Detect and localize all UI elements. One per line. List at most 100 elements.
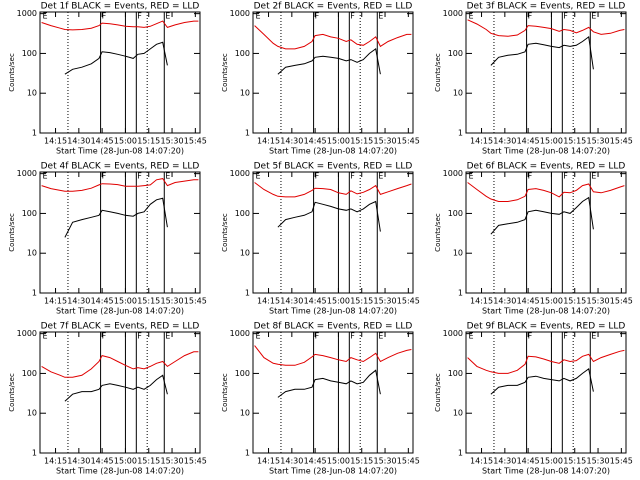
y-tick-label: 1000 xyxy=(230,329,250,338)
flag-label: F xyxy=(563,332,568,341)
x-tick-label: 14:15 xyxy=(44,297,67,306)
series-line xyxy=(254,182,412,198)
x-tick-label: 15:30 xyxy=(161,137,184,146)
flag-label: E xyxy=(256,172,261,181)
y-tick-label: 10 xyxy=(453,89,463,98)
x-tick-label: 15:30 xyxy=(374,457,397,466)
x-tick-label: 14:45 xyxy=(91,457,114,466)
chart-title: Det 6f BLACK = Events, RED = LLD xyxy=(467,162,626,172)
y-tick-label: 1 xyxy=(245,289,250,298)
plot-frame xyxy=(252,11,414,134)
y-tick-label: 100 xyxy=(235,209,250,218)
flag-label: E xyxy=(378,332,383,341)
chart-title: Det 1f BLACK = Events, RED = LLD xyxy=(41,2,200,12)
plot-frame xyxy=(465,11,627,134)
x-tick-label: 14:15 xyxy=(470,297,493,306)
flag-label: F xyxy=(137,332,142,341)
series-line xyxy=(277,48,381,75)
series-line xyxy=(254,25,412,50)
x-axis-label: Start Time (28-Jun-08 14:07:20) xyxy=(482,307,610,316)
x-tick-label: 14:30 xyxy=(280,457,303,466)
x-tick-label: 14:15 xyxy=(44,457,67,466)
y-axis-label: Counts/sec xyxy=(8,213,16,252)
x-tick-label: 15:45 xyxy=(397,297,420,306)
x-tick-label: 14:45 xyxy=(517,297,540,306)
y-tick-label: 1000 xyxy=(443,169,463,178)
x-tick-label: 14:30 xyxy=(493,297,516,306)
series-line xyxy=(64,374,168,402)
flag-label: F xyxy=(528,332,533,341)
x-tick-label: 14:15 xyxy=(257,297,280,306)
y-axis-label: Counts/sec xyxy=(221,53,229,92)
y-axis-label: Counts/sec xyxy=(434,53,442,92)
x-tick-label: 14:30 xyxy=(67,297,90,306)
x-tick-label: 15:00 xyxy=(327,137,350,146)
flag-label: E xyxy=(256,332,261,341)
x-tick-label: 15:00 xyxy=(114,297,137,306)
y-tick-label: 10 xyxy=(27,409,37,418)
y-tick-label: 1000 xyxy=(17,169,37,178)
x-tick-label: 15:45 xyxy=(610,457,633,466)
y-tick-label: 100 xyxy=(22,209,37,218)
y-tick-label: 1000 xyxy=(17,329,37,338)
flag-label: F xyxy=(315,172,320,181)
x-tick-label: 14:30 xyxy=(493,137,516,146)
x-tick-label: 15:45 xyxy=(184,297,207,306)
chart-title: Det 4f BLACK = Events, RED = LLD xyxy=(41,162,200,172)
x-tick-label: 15:00 xyxy=(327,457,350,466)
x-tick-label: 15:15 xyxy=(137,297,160,306)
flag-label: F xyxy=(350,12,355,21)
y-tick-label: 1 xyxy=(245,129,250,138)
flag-label: F xyxy=(528,172,533,181)
x-tick-label: 15:15 xyxy=(350,137,373,146)
plot-frame xyxy=(465,331,627,454)
series-line xyxy=(64,41,168,75)
series-line xyxy=(490,368,594,395)
y-axis-label: Counts/sec xyxy=(434,213,442,252)
y-tick-label: 10 xyxy=(240,409,250,418)
series-line xyxy=(467,19,625,37)
flag-label: F xyxy=(563,12,568,21)
x-tick-label: 14:45 xyxy=(91,297,114,306)
y-tick-label: 100 xyxy=(235,49,250,58)
flag-label: F xyxy=(102,12,107,21)
y-tick-label: 10 xyxy=(27,89,37,98)
x-tick-label: 15:45 xyxy=(610,137,633,146)
flag-label: F xyxy=(137,172,142,181)
y-axis-label: Counts/sec xyxy=(434,373,442,412)
flag-label: F xyxy=(315,12,320,21)
x-tick-label: 15:15 xyxy=(563,457,586,466)
series-line xyxy=(490,196,594,235)
flag-label: F xyxy=(102,172,107,181)
x-tick-label: 15:45 xyxy=(184,457,207,466)
x-tick-label: 15:30 xyxy=(161,297,184,306)
series-line xyxy=(41,178,199,192)
series-line xyxy=(41,351,199,378)
plot-frame xyxy=(39,11,201,134)
y-tick-label: 10 xyxy=(240,89,250,98)
x-axis-label: Start Time (28-Jun-08 14:07:20) xyxy=(56,307,184,316)
y-tick-label: 1000 xyxy=(230,169,250,178)
x-tick-label: 14:30 xyxy=(280,297,303,306)
chart-title: Det 2f BLACK = Events, RED = LLD xyxy=(254,2,413,12)
x-tick-label: 14:45 xyxy=(304,297,327,306)
x-axis-label: Start Time (28-Jun-08 14:07:20) xyxy=(269,307,397,316)
flag-label: F xyxy=(137,12,142,21)
x-tick-label: 15:00 xyxy=(114,137,137,146)
x-tick-label: 15:15 xyxy=(137,457,160,466)
series-line xyxy=(277,369,381,398)
x-axis-label: Start Time (28-Jun-08 14:07:20) xyxy=(269,147,397,156)
x-tick-label: 15:00 xyxy=(114,457,137,466)
y-tick-label: 10 xyxy=(453,249,463,258)
x-tick-label: 15:30 xyxy=(587,457,610,466)
x-tick-label: 14:45 xyxy=(304,457,327,466)
flag-label: E xyxy=(378,172,383,181)
chart-title: Det 5f BLACK = Events, RED = LLD xyxy=(254,162,413,172)
y-tick-label: 1 xyxy=(32,449,37,458)
x-tick-label: 14:15 xyxy=(470,457,493,466)
x-tick-label: 15:15 xyxy=(563,297,586,306)
y-tick-label: 1000 xyxy=(443,9,463,18)
flag-label: E xyxy=(469,332,474,341)
x-tick-label: 15:45 xyxy=(397,137,420,146)
